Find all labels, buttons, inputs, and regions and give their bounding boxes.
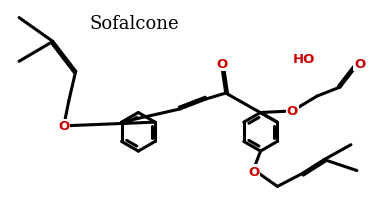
Text: O: O [354,58,365,71]
Text: O: O [248,165,259,178]
Text: O: O [58,120,69,133]
Text: Sofalcone: Sofalcone [90,14,180,32]
Text: HO: HO [293,53,315,66]
Text: O: O [287,105,298,118]
Text: O: O [216,58,227,71]
